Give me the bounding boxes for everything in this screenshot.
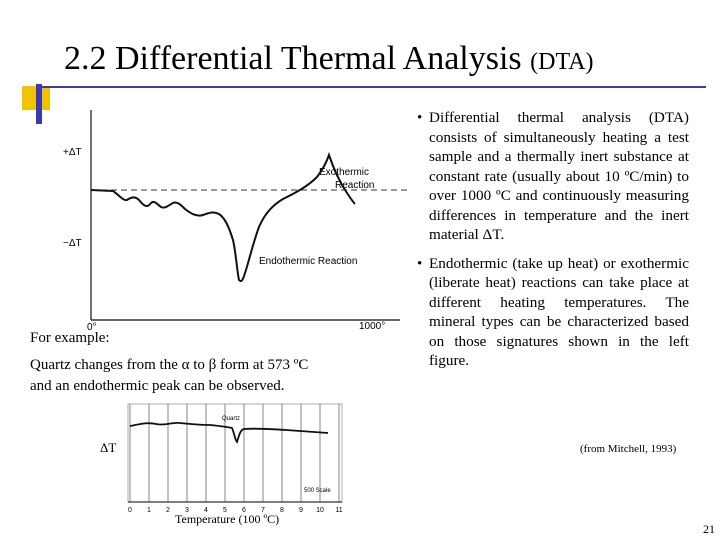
dta-curve-figure: +ΔT −ΔT 0° 1000° Exothermic Reaction End… bbox=[63, 110, 407, 333]
fig2-tick-label: 5 bbox=[223, 507, 227, 514]
fig2-tick-label: 11 bbox=[335, 507, 342, 514]
bullet-reactions: Endothermic (take up heat) or exothermic… bbox=[417, 254, 689, 371]
fig2-tick-label: 2 bbox=[166, 507, 170, 514]
example-line-2: and an endothermic peak can be observed. bbox=[30, 378, 285, 394]
fig1-x-start-label: 0° bbox=[87, 322, 97, 333]
bullet-dta-definition: Differential thermal analysis (DTA) cons… bbox=[417, 108, 689, 245]
accent-vertical-bar bbox=[36, 84, 42, 124]
bullet-list: Differential thermal analysis (DTA) cons… bbox=[417, 108, 689, 380]
quartz-dta-figure: Quartz 500 Scale 0 1 2 3 4 5 6 7 8 9 10 11 bbox=[127, 403, 343, 514]
fig2-quartz-trace bbox=[129, 421, 329, 444]
fig2-tick-label: 7 bbox=[261, 507, 265, 514]
fig1-endo-label: Endothermic Reaction bbox=[259, 256, 357, 267]
fig1-exo-label-2: Reaction bbox=[335, 180, 374, 191]
fig2-tick-label: 4 bbox=[204, 507, 208, 514]
citation: (from Mitchell, 1993) bbox=[580, 443, 677, 455]
fig1-y-neg-label: −ΔT bbox=[63, 238, 82, 249]
fig2-scale-label: 500 Scale bbox=[304, 488, 331, 494]
fig2-tick-label: 0 bbox=[128, 507, 132, 514]
fig2-tick-label: 10 bbox=[316, 507, 324, 514]
fig1-y-pos-label: +ΔT bbox=[63, 147, 82, 158]
slide-title: 2.2 Differential Thermal Analysis (DTA) bbox=[64, 40, 594, 77]
example-line-1: Quartz changes from the α to β form at 5… bbox=[30, 357, 309, 373]
fig2-x-label: Temperature (100 ºC) bbox=[175, 512, 280, 526]
fig2-tick-label: 1 bbox=[147, 507, 151, 514]
example-text: For example: Quartz changes from the α t… bbox=[30, 328, 308, 397]
fig2-tick-label: 6 bbox=[242, 507, 246, 514]
example-heading: For example: bbox=[30, 330, 110, 346]
fig2-tick-label: 3 bbox=[185, 507, 189, 514]
fig2-tick-label: 9 bbox=[299, 507, 303, 514]
accent-horizontal-rule bbox=[36, 86, 706, 88]
fig1-exo-label-1: Exothermic bbox=[319, 167, 369, 178]
fig2-tick-label: 8 bbox=[280, 507, 284, 514]
slide-number: 21 bbox=[703, 522, 715, 536]
fig1-dta-trace bbox=[90, 151, 356, 283]
fig1-x-end-label: 1000° bbox=[359, 321, 385, 332]
fig2-quartz-label: Quartz bbox=[222, 416, 240, 422]
fig2-y-label: ΔT bbox=[100, 440, 117, 455]
